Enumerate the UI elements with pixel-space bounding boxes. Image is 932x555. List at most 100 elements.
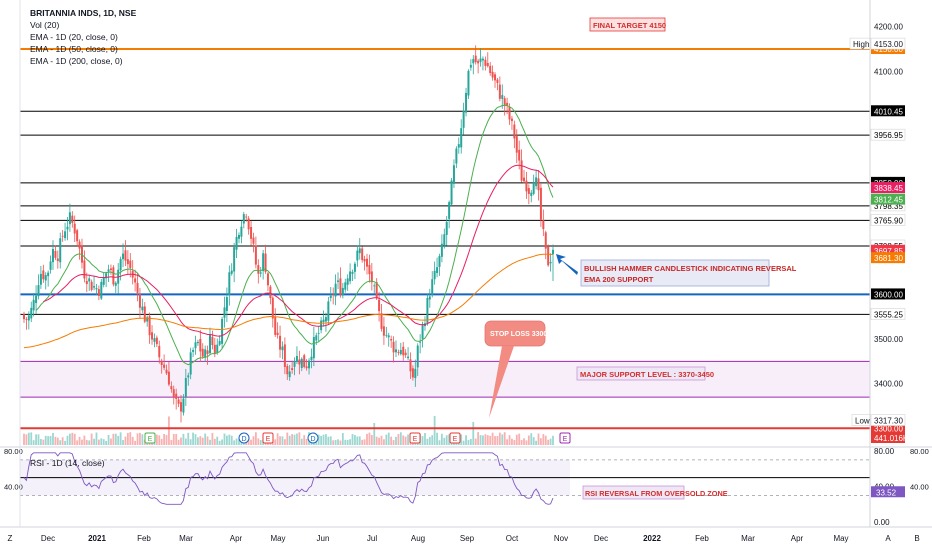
volume-bar bbox=[110, 438, 112, 445]
candle-body bbox=[416, 345, 419, 368]
candle-body bbox=[66, 226, 69, 230]
volume-bar bbox=[489, 435, 492, 445]
volume-bar bbox=[443, 437, 446, 445]
price-tag-bg bbox=[870, 414, 906, 426]
candle-body bbox=[59, 238, 62, 263]
legend-ema50[interactable]: EMA - 1D (50, close, 0) bbox=[30, 44, 118, 54]
volume-bar bbox=[158, 435, 161, 445]
volume-bar bbox=[218, 440, 221, 445]
candle-body bbox=[208, 334, 211, 354]
volume-bar bbox=[66, 435, 69, 445]
stop-loss-pointer bbox=[489, 346, 514, 418]
volume-bar bbox=[373, 422, 376, 445]
volume-bar bbox=[327, 436, 330, 445]
candle-body bbox=[68, 212, 71, 225]
legend-ema200[interactable]: EMA - 1D (200, close, 0) bbox=[30, 56, 123, 66]
candle-body bbox=[457, 144, 460, 148]
candle-body bbox=[51, 248, 54, 263]
rsi-right-label: 40.00 bbox=[910, 483, 929, 492]
volume-bar bbox=[47, 436, 50, 445]
volume-bar bbox=[298, 432, 301, 445]
volume-bar bbox=[320, 435, 323, 445]
volume-bar bbox=[238, 439, 240, 445]
candle-body bbox=[460, 128, 463, 148]
candle-body bbox=[37, 285, 40, 297]
candle-body bbox=[160, 360, 163, 365]
zoom-icon: Z bbox=[8, 534, 13, 543]
candle-body bbox=[346, 278, 349, 285]
candle-body bbox=[242, 214, 245, 224]
candle-body bbox=[266, 273, 269, 286]
candle-body bbox=[201, 348, 204, 357]
volume-bar bbox=[83, 435, 86, 445]
candle-body bbox=[539, 187, 542, 220]
candle-body bbox=[334, 283, 337, 297]
candle-body bbox=[155, 337, 158, 345]
volume-bar bbox=[530, 433, 533, 445]
volume-bar bbox=[515, 434, 518, 445]
volume-bar bbox=[465, 435, 467, 445]
candle-body bbox=[542, 220, 545, 229]
volume-bar bbox=[122, 440, 124, 445]
level-price-tag: 3555.25 bbox=[874, 310, 903, 319]
volume-bar bbox=[59, 440, 62, 445]
candle-body bbox=[295, 355, 298, 362]
candle-body bbox=[523, 177, 526, 182]
volume-bar bbox=[281, 436, 284, 445]
volume-bar bbox=[402, 435, 405, 445]
candle-body bbox=[276, 332, 279, 336]
volume-bar bbox=[399, 432, 402, 445]
candle-body bbox=[472, 59, 475, 64]
candle-body bbox=[138, 293, 141, 308]
volume-bar bbox=[184, 438, 187, 445]
time-tick-label: Feb bbox=[695, 534, 709, 543]
volume-bar bbox=[180, 437, 182, 445]
ema-50-line bbox=[43, 164, 554, 337]
candle-body bbox=[484, 59, 487, 66]
volume-bar bbox=[192, 432, 194, 445]
rsi-right-label: 80.00 bbox=[910, 447, 929, 456]
legend-vol[interactable]: Vol (20) bbox=[30, 20, 60, 30]
volume-bar bbox=[52, 432, 54, 445]
candle-body bbox=[382, 326, 385, 336]
legend-ema20[interactable]: EMA - 1D (20, close, 0) bbox=[30, 32, 118, 42]
volume-bar bbox=[445, 435, 448, 445]
volume-bar bbox=[440, 433, 443, 445]
candle-body bbox=[196, 341, 199, 344]
candle-body bbox=[124, 250, 127, 261]
candle-body bbox=[344, 282, 347, 290]
candle-body bbox=[515, 136, 518, 153]
candle-body bbox=[411, 368, 414, 378]
candle-body bbox=[90, 281, 93, 290]
candle-body bbox=[175, 393, 178, 399]
volume-bar bbox=[366, 433, 368, 445]
candle-body bbox=[286, 366, 289, 375]
candle-body bbox=[180, 402, 183, 412]
ema-200-line bbox=[23, 253, 553, 349]
volume-bar bbox=[462, 440, 465, 445]
volume-bar bbox=[303, 435, 306, 445]
volume-bar bbox=[518, 433, 521, 445]
symbol-title[interactable]: BRITANNIA INDS, 1D, NSE bbox=[30, 8, 137, 18]
candle-body bbox=[324, 317, 327, 322]
volume-bar bbox=[114, 433, 117, 445]
candle-body bbox=[530, 192, 533, 196]
candle-body bbox=[305, 366, 308, 369]
volume-tag-bg bbox=[871, 432, 905, 443]
candle-body bbox=[136, 282, 139, 293]
candle-body bbox=[283, 344, 286, 367]
volume-bar bbox=[56, 437, 59, 445]
candle-body bbox=[486, 62, 489, 67]
volume-bar bbox=[126, 432, 129, 445]
volume-bar bbox=[392, 440, 395, 445]
candle-body bbox=[170, 386, 173, 390]
volume-bar bbox=[404, 436, 407, 445]
candle-body bbox=[310, 356, 313, 361]
volume-bar bbox=[279, 436, 281, 445]
volume-bar bbox=[283, 439, 286, 445]
volume-bar bbox=[370, 435, 373, 445]
volume-bar bbox=[40, 439, 42, 445]
candle-body bbox=[477, 60, 480, 64]
volume-bar bbox=[397, 434, 400, 445]
